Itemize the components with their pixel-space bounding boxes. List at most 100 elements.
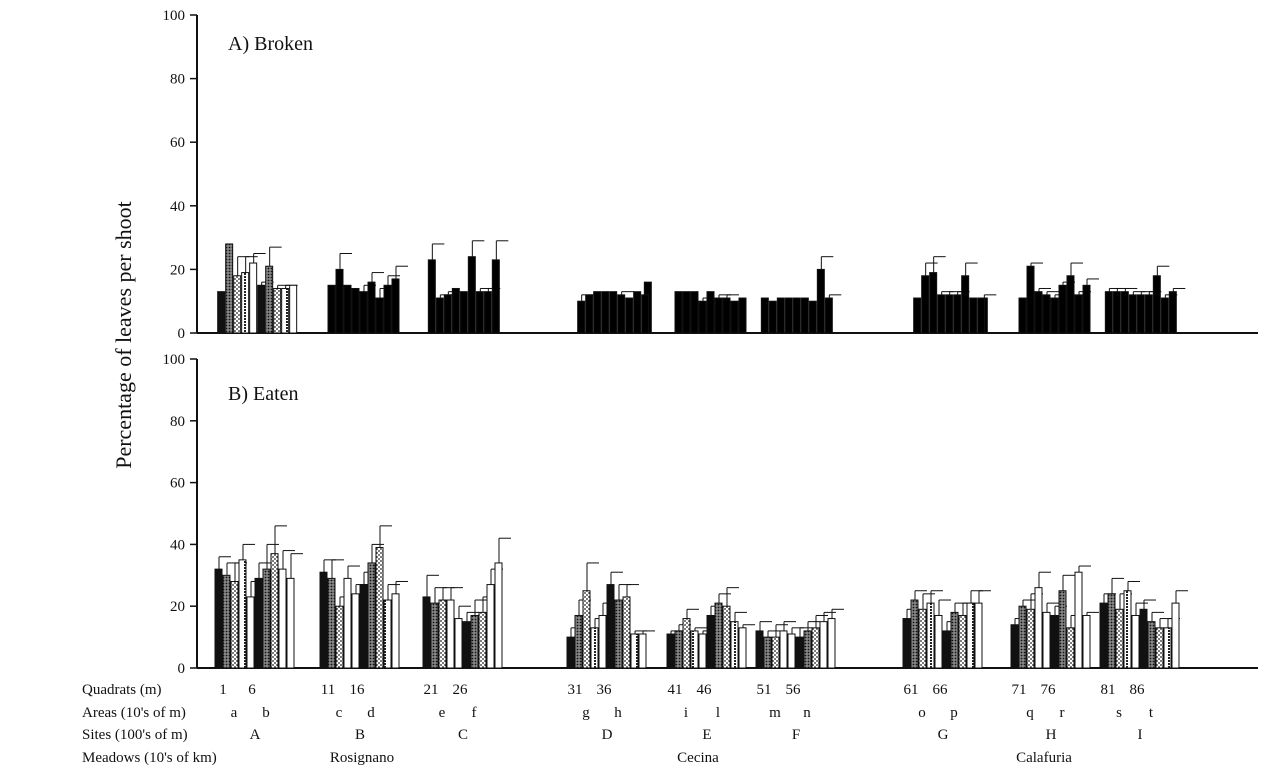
y-tick-label: 0 xyxy=(178,661,186,677)
bar-broken xyxy=(674,291,683,334)
bar-broken xyxy=(824,294,842,334)
bar-eaten xyxy=(795,627,812,669)
y-tick-label: 80 xyxy=(170,414,185,430)
bar-rect xyxy=(977,297,986,334)
bar-rect xyxy=(674,630,683,669)
bar-broken xyxy=(335,253,352,334)
quadrat-label: 36 xyxy=(597,682,613,698)
bar-eaten xyxy=(214,556,231,669)
y-tick-label: 0 xyxy=(178,326,186,342)
bar-rect xyxy=(902,618,911,669)
bar-broken xyxy=(969,297,978,334)
bar-rect xyxy=(819,621,828,669)
quadrats-title: Quadrats (m) xyxy=(82,682,162,698)
bar-rect xyxy=(273,287,282,334)
bar-rect xyxy=(1018,297,1027,334)
quadrat-label: 76 xyxy=(1041,682,1057,698)
y-tick-label: 60 xyxy=(170,476,185,492)
area-label: g xyxy=(582,705,590,721)
bar-broken xyxy=(265,246,282,334)
panel-label-broken: A) Broken xyxy=(228,33,313,55)
bar-broken xyxy=(241,256,258,334)
bar-eaten xyxy=(1058,574,1075,669)
bar-eaten xyxy=(974,590,991,669)
areas-title: Areas (10's of m) xyxy=(82,705,186,721)
bar-eaten xyxy=(1171,590,1188,669)
bar-broken xyxy=(327,284,336,334)
area-label: b xyxy=(262,705,270,721)
bar-rect xyxy=(1155,627,1164,669)
bar-eaten xyxy=(391,580,408,669)
bar-broken xyxy=(929,256,946,334)
bar-rect xyxy=(974,602,983,669)
bar-rect xyxy=(286,577,295,669)
bar-rect xyxy=(427,259,436,334)
bar-eaten xyxy=(1034,571,1051,669)
bar-broken xyxy=(977,297,986,334)
bar-rect xyxy=(430,602,439,669)
bar-eaten xyxy=(638,630,655,669)
bar-eaten xyxy=(1139,599,1156,669)
bar-broken xyxy=(730,300,739,334)
bar-broken xyxy=(343,284,352,334)
bar-rect xyxy=(606,584,615,669)
quadrat-label: 6 xyxy=(248,682,256,698)
site-label: H xyxy=(1046,727,1057,743)
bar-rect xyxy=(446,599,455,669)
bar-rect xyxy=(690,291,699,334)
bar-broken xyxy=(816,256,834,334)
bar-rect xyxy=(771,636,780,669)
meadow-label: Rosignano xyxy=(330,750,394,766)
bar-rect xyxy=(486,584,495,669)
bar-broken xyxy=(351,287,360,334)
bar-rect xyxy=(714,297,723,334)
bar-eaten xyxy=(819,611,836,669)
area-label: q xyxy=(1026,705,1034,721)
bar-rect xyxy=(969,297,978,334)
bar-eaten xyxy=(494,537,511,669)
y-tick-label: 100 xyxy=(163,8,186,24)
bar-rect xyxy=(454,618,463,669)
bar-rect xyxy=(779,630,788,669)
bar-eaten xyxy=(910,590,927,669)
site-label: I xyxy=(1138,727,1143,743)
bar-broken xyxy=(768,300,777,334)
area-label: e xyxy=(439,705,446,721)
bar-broken xyxy=(383,275,400,334)
bar-broken xyxy=(459,291,468,334)
bar-rect xyxy=(730,300,739,334)
bar-rect xyxy=(478,611,487,669)
bar-rect xyxy=(1018,605,1027,669)
bar-rect xyxy=(319,571,328,669)
bar-eaten xyxy=(367,543,384,669)
bar-rect xyxy=(1050,297,1059,334)
y-tick-label: 20 xyxy=(170,599,185,615)
bar-rect xyxy=(1112,291,1121,334)
bar-rect xyxy=(1050,614,1059,669)
bar-rect xyxy=(617,294,626,334)
bar-rect xyxy=(795,636,804,669)
bar-rect xyxy=(359,291,368,334)
bar-broken xyxy=(451,287,460,334)
bar-broken xyxy=(738,297,747,334)
quadrat-label: 61 xyxy=(904,682,919,698)
bar-eaten xyxy=(270,525,287,669)
bar-rect xyxy=(784,297,793,334)
quadrat-label: 66 xyxy=(933,682,949,698)
bar-rect xyxy=(598,614,607,669)
bar-rect xyxy=(690,630,699,669)
bar-rect xyxy=(375,297,384,334)
bar-rect xyxy=(1010,624,1019,669)
bar-eaten xyxy=(682,608,699,669)
bar-rect xyxy=(827,618,836,669)
bar-broken xyxy=(706,291,715,334)
bar-rect xyxy=(230,580,239,669)
y-tick-label: 100 xyxy=(163,352,186,368)
bar-rect xyxy=(910,599,919,669)
bar-rect xyxy=(682,618,691,669)
area-label: l xyxy=(716,705,720,721)
bar-broken xyxy=(1120,287,1138,334)
bar-rect xyxy=(961,275,970,334)
quadrat-label: 51 xyxy=(757,682,772,698)
bar-rect xyxy=(641,294,650,334)
